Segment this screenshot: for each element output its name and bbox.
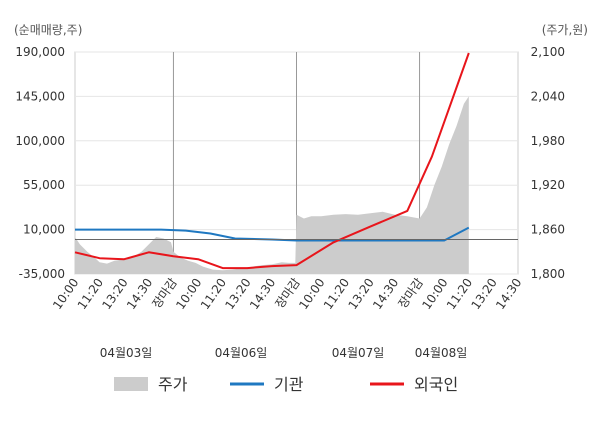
left-tick-label: 100,000: [15, 134, 65, 148]
legend: 주가 기관 외국인: [114, 375, 458, 394]
right-axis-ticks: 2,100 2,040 1,980 1,920 1,860 1,800: [531, 45, 565, 281]
right-tick-label: 1,800: [531, 267, 565, 281]
right-axis-unit: (주가,원): [542, 23, 588, 37]
left-tick-label: 55,000: [23, 178, 65, 192]
right-tick-label: 1,920: [531, 178, 565, 192]
date-label: 04월08일: [415, 346, 468, 360]
legend-label: 외국인: [414, 375, 458, 394]
x-tick-label: 14:30: [493, 276, 524, 312]
date-label: 04월03일: [100, 346, 153, 360]
price-area: [75, 96, 469, 275]
date-labels: 04월03일 04월06일 04월07일 04월08일: [100, 346, 468, 360]
foreign-line: [74, 52, 470, 270]
x-axis-ticks: 10:0011:2013:2014:30장마감10:0011:2013:2014…: [50, 276, 524, 312]
date-label: 04월06일: [215, 346, 268, 360]
x-tick-label: 14:30: [124, 276, 155, 312]
left-tick-label: 10,000: [23, 223, 65, 237]
right-tick-label: 1,860: [531, 223, 565, 237]
date-label: 04월07일: [332, 346, 385, 360]
legend-label: 주가: [158, 375, 188, 394]
legend-label: 기관: [274, 375, 304, 394]
right-tick-label: 2,040: [531, 89, 565, 103]
legend-swatch-price: [114, 377, 148, 391]
right-tick-label: 2,100: [531, 45, 565, 59]
x-tick-label: 14:30: [370, 276, 401, 312]
right-tick-label: 1,980: [531, 134, 565, 148]
left-tick-label: 190,000: [15, 45, 65, 59]
left-axis-ticks: 190,000 145,000 100,000 55,000 10,000 -35,000: [15, 45, 65, 281]
left-tick-label: 145,000: [15, 89, 65, 103]
plot-series: [74, 52, 518, 275]
left-axis-unit: (순매매량,주): [14, 23, 82, 37]
left-tick-label: -35,000: [19, 267, 65, 281]
x-tick-label: 14:30: [247, 276, 278, 312]
